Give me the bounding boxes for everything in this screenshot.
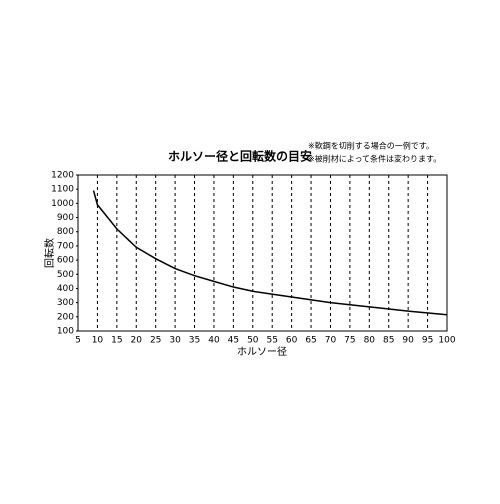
y-tick-label: 100 (57, 327, 74, 337)
x-tick-label: 50 (247, 336, 259, 346)
x-tick-label: 15 (111, 336, 122, 346)
data-line (92, 190, 448, 316)
y-tick-label: 700 (57, 241, 74, 251)
x-tick-label: 65 (305, 336, 316, 346)
note: ※軟鋼を切削する場合の一例です。 (308, 141, 434, 151)
x-tick-label: 5 (75, 336, 81, 346)
y-tick-label: 200 (57, 312, 74, 322)
y-tick-label: 800 (57, 227, 74, 237)
y-tick-label: 600 (57, 256, 74, 266)
x-tick-label: 100 (438, 336, 455, 346)
y-tick-label: 300 (57, 298, 74, 308)
x-tick-label: 45 (228, 336, 239, 346)
x-tick-label: 35 (189, 336, 200, 346)
y-tick-label: 900 (57, 213, 74, 223)
x-tick-label: 30 (169, 336, 181, 346)
x-tick-label: 20 (131, 336, 143, 346)
y-tick-label: 1000 (51, 199, 74, 209)
y-axis-label: 回転数 (43, 238, 56, 268)
y-tick-label: 1100 (51, 185, 74, 195)
x-tick-label: 75 (344, 336, 355, 346)
x-tick-label: 80 (364, 336, 376, 346)
chart-title: ホルソー径と回転数の目安 (168, 149, 312, 164)
x-tick-label: 40 (208, 336, 220, 346)
x-tick-label: 85 (383, 336, 394, 346)
note: ※被削材によって条件は変わります。 (308, 154, 441, 164)
x-tick-label: 70 (325, 336, 337, 346)
x-tick-label: 25 (150, 336, 161, 346)
y-tick-label: 400 (57, 284, 74, 294)
x-tick-label: 60 (286, 336, 298, 346)
x-axis-label: ホルソー径 (237, 345, 287, 358)
x-tick-label: 90 (402, 336, 414, 346)
y-tick-label: 500 (57, 270, 74, 280)
y-tick-label: 1200 (51, 171, 74, 181)
x-tick-label: 95 (422, 336, 433, 346)
x-tick-label: 55 (266, 336, 277, 346)
x-tick-label: 10 (92, 336, 104, 346)
